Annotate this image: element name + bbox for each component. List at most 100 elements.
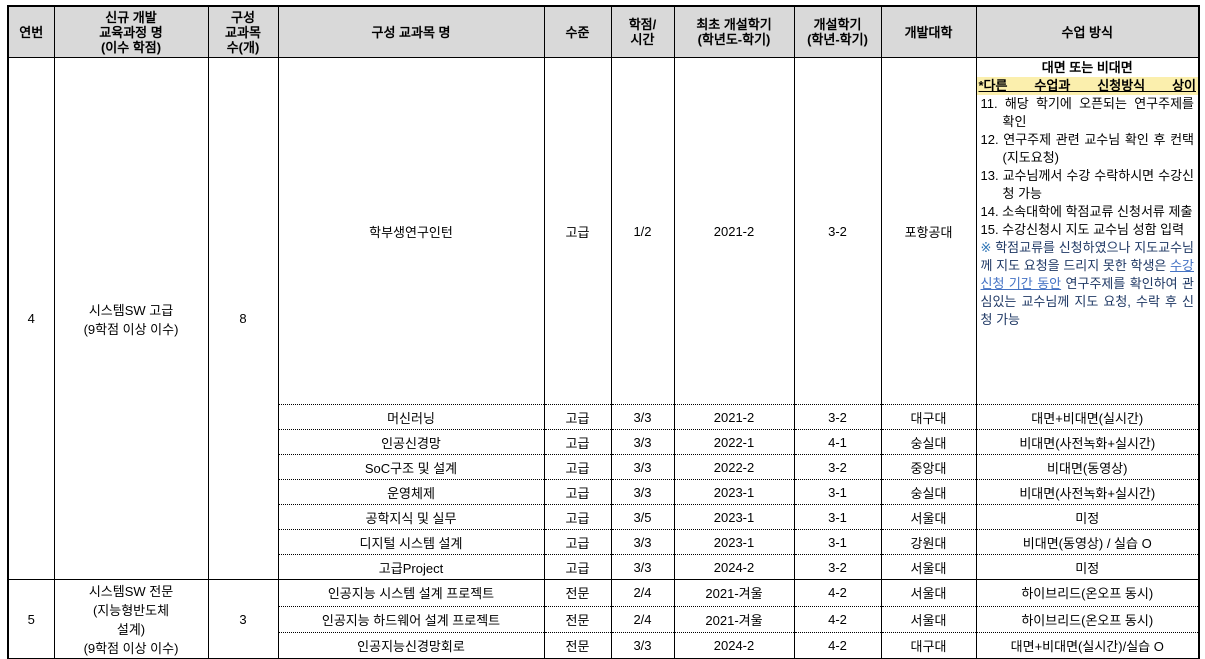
course-method-cell: 비대면(동영상) / 실습 O — [975, 529, 1200, 555]
course-term-cell: 3-2 — [793, 57, 882, 405]
course-term-cell: 3-1 — [793, 479, 882, 505]
course-university-cell: 서울대 — [880, 504, 977, 530]
course-name-cell: 공학지식 및 실무 — [277, 504, 545, 530]
course-row: 공학지식 및 실무 고급 3/5 2023-1 3-1 서울대 미정 — [8, 504, 1200, 530]
course-university-cell: 중앙대 — [880, 454, 977, 480]
course-name-cell: 인공지능신경망회로 — [277, 632, 545, 659]
header-cell-no: 연번 — [7, 5, 55, 58]
course-name-cell: 운영체제 — [277, 479, 545, 505]
note-tail: 연구주제를 확인하여 관심있는 교수님께 지도 요청, 수락 후 신청 가능 — [980, 276, 1195, 327]
course-term-cell: 3-1 — [793, 504, 882, 530]
header-cell-program: 신규 개발 교육과정 명 (이수 학점) — [53, 5, 209, 58]
course-row: 인공지능신경망회로 전문 3/3 2024-2 4-2 대구대 대면+비대면(실… — [8, 632, 1200, 659]
method-title: 대면 또는 비대면 — [1041, 60, 1133, 75]
note-marker: ※ — [980, 240, 992, 255]
course-first-term-cell: 2023-1 — [673, 504, 795, 530]
course-credit-cell: 2/4 — [610, 579, 675, 606]
course-term-cell: 4-1 — [793, 429, 882, 455]
course-method-detail-cell: 대면 또는 비대면 *다른 수업과 신청방식 상이 11. 해당 학기에 오픈되… — [975, 57, 1200, 405]
group-count-cell: 8 — [207, 57, 279, 580]
course-term-cell: 3-1 — [793, 529, 882, 555]
group-program-cell: 시스템SW 고급 (9학점 이상 이수) — [53, 57, 209, 580]
course-name-cell: SoC구조 및 설계 — [277, 454, 545, 480]
group-no-cell: 4 — [7, 57, 55, 580]
header-cell-method: 수업 방식 — [975, 5, 1200, 58]
course-credit-cell: 3/3 — [610, 479, 675, 505]
course-level-cell: 전문 — [543, 605, 612, 633]
method-step: 15. 수강신청시 지도 교수님 성함 입력 — [980, 222, 1185, 237]
course-level-cell: 전문 — [543, 632, 612, 659]
group-program-cell: 시스템SW 전문 (지능형반도체 설계) (9학점 이상 이수) — [53, 579, 209, 659]
note-body: 학점교류를 신청하였으나 지도교수님께 지도 요청을 드리지 못한 학생은 — [980, 240, 1195, 273]
course-level-cell: 고급 — [543, 529, 612, 555]
course-first-term-cell: 2024-2 — [673, 554, 795, 580]
course-level-cell: 전문 — [543, 579, 612, 606]
header-cell-term: 개설학기 (학년-학기) — [793, 5, 882, 58]
course-university-cell: 강원대 — [880, 529, 977, 555]
course-credit-cell: 3/3 — [610, 404, 675, 430]
course-name-cell: 고급Project — [277, 554, 545, 580]
course-term-cell: 4-2 — [793, 579, 882, 606]
course-method-cell: 대면+비대면(실시간)/실습 O — [975, 632, 1200, 659]
course-term-cell: 3-2 — [793, 554, 882, 580]
method-warning: *다른 수업과 신청방식 상이 — [977, 77, 1198, 95]
course-credit-cell: 1/2 — [610, 57, 675, 405]
course-credit-cell: 3/5 — [610, 504, 675, 530]
course-level-cell: 고급 — [543, 454, 612, 480]
header-cell-level: 수준 — [543, 5, 612, 58]
course-level-cell: 고급 — [543, 429, 612, 455]
course-credit-cell: 3/3 — [610, 454, 675, 480]
course-university-cell: 포항공대 — [880, 57, 977, 405]
course-university-cell: 대구대 — [880, 632, 977, 659]
header-cell-count: 구성 교과목 수(개) — [207, 5, 279, 58]
course-term-cell: 4-2 — [793, 632, 882, 659]
method-step: 12. 연구주제 관련 교수님 확인 후 컨택(지도요청) — [980, 132, 1195, 165]
course-method-cell: 미정 — [975, 554, 1200, 580]
course-method-cell: 대면+비대면(실시간) — [975, 404, 1200, 430]
course-level-cell: 고급 — [543, 57, 612, 405]
course-first-term-cell: 2022-2 — [673, 454, 795, 480]
course-credit-cell: 3/3 — [610, 429, 675, 455]
course-credit-cell: 3/3 — [610, 554, 675, 580]
course-first-term-cell: 2023-1 — [673, 529, 795, 555]
course-name-cell: 인공지능 시스템 설계 프로젝트 — [277, 579, 545, 606]
header-cell-university: 개발대학 — [880, 5, 977, 58]
course-name-cell: 인공지능 하드웨어 설계 프로젝트 — [277, 605, 545, 633]
course-first-term-cell: 2021-겨울 — [673, 579, 795, 606]
course-first-term-cell: 2023-1 — [673, 479, 795, 505]
course-university-cell: 서울대 — [880, 605, 977, 633]
course-row: SoC구조 및 설계 고급 3/3 2022-2 3-2 중앙대 비대면(동영상… — [8, 454, 1200, 480]
course-university-cell: 대구대 — [880, 404, 977, 430]
course-level-cell: 고급 — [543, 504, 612, 530]
header-cell-credit: 학점/ 시간 — [610, 5, 675, 58]
course-name-cell: 학부생연구인턴 — [277, 57, 545, 405]
course-row: 인공지능 하드웨어 설계 프로젝트 전문 2/4 2021-겨울 4-2 서울대… — [8, 605, 1200, 633]
curriculum-table: 연번 신규 개발 교육과정 명 (이수 학점) 구성 교과목 수(개) 구성 교… — [7, 5, 1200, 659]
course-level-cell: 고급 — [543, 404, 612, 430]
course-row: 5 시스템SW 전문 (지능형반도체 설계) (9학점 이상 이수) 3 인공지… — [7, 579, 1200, 659]
course-credit-cell: 3/3 — [610, 529, 675, 555]
method-step: 13. 교수님께서 수강 수락하시면 수강신청 가능 — [980, 168, 1195, 201]
course-method-cell: 비대면(동영상) — [975, 454, 1200, 480]
course-row: 머신러닝 고급 3/3 2021-2 3-2 대구대 대면+비대면(실시간) — [8, 404, 1200, 430]
course-first-term-cell: 2021-2 — [673, 404, 795, 430]
method-step: 14. 소속대학에 학점교류 신청서류 제출 — [980, 204, 1193, 219]
course-method-cell: 비대면(사전녹화+실시간) — [975, 429, 1200, 455]
header-cell-course: 구성 교과목 명 — [277, 5, 545, 58]
course-name-cell: 머신러닝 — [277, 404, 545, 430]
course-term-cell: 3-2 — [793, 404, 882, 430]
course-method-cell: 미정 — [975, 504, 1200, 530]
course-method-cell: 비대면(사전녹화+실시간) — [975, 479, 1200, 505]
group-count-cell: 3 — [207, 579, 279, 659]
course-row: 디지털 시스템 설계 고급 3/3 2023-1 3-1 강원대 비대면(동영상… — [8, 529, 1200, 555]
header-row: 연번 신규 개발 교육과정 명 (이수 학점) 구성 교과목 수(개) 구성 교… — [7, 5, 1200, 58]
group-no-cell: 5 — [7, 579, 55, 659]
method-note: ※ 학점교류를 신청하였으나 지도교수님께 지도 요청을 드리지 못한 학생은 … — [981, 239, 1195, 329]
course-method-cell: 하이브리드(온오프 동시) — [975, 605, 1200, 633]
note-highlight: 수강신청 기간 동안 — [980, 258, 1195, 291]
course-credit-cell: 2/4 — [610, 605, 675, 633]
course-method-cell: 하이브리드(온오프 동시) — [975, 579, 1200, 606]
header-cell-first-term: 최초 개설학기 (학년도-학기) — [673, 5, 795, 58]
course-row: 고급Project 고급 3/3 2024-2 3-2 서울대 미정 — [8, 554, 1200, 580]
